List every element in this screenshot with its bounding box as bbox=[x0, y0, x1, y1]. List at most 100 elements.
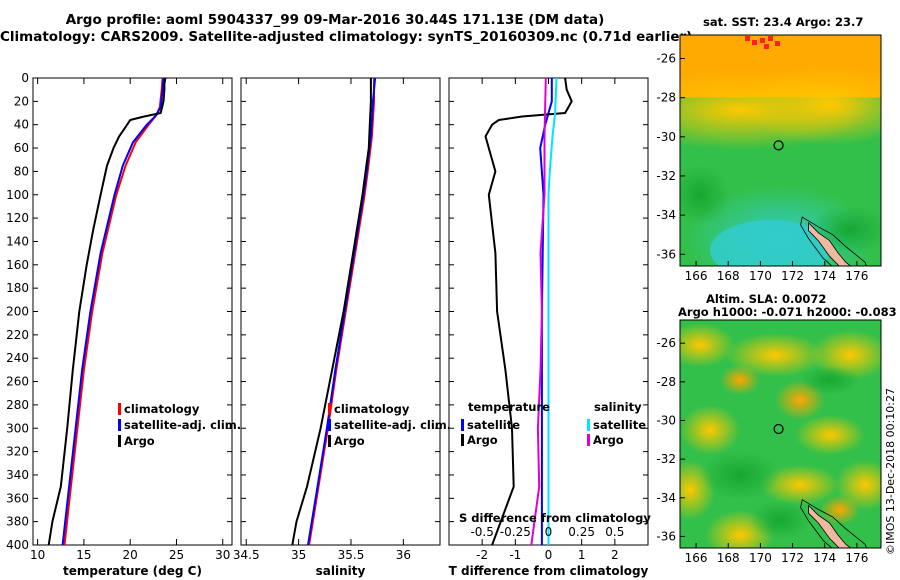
sst_map-xtick-label: 166 bbox=[685, 269, 708, 283]
depth-tick-label: 240 bbox=[6, 351, 29, 365]
temperature-xtick-label: 15 bbox=[76, 548, 91, 562]
difference-legend-s-title: salinity bbox=[594, 400, 642, 414]
sla_map-ytick-label: -26 bbox=[656, 336, 676, 350]
sla_map-argo-marker bbox=[773, 423, 784, 435]
difference-series-s-satellite bbox=[547, 77, 558, 545]
depth-tick-label: 340 bbox=[6, 468, 29, 482]
difference-xtick-label: 1 bbox=[578, 548, 586, 562]
sla-field-high bbox=[680, 323, 735, 367]
depth-tick-label: 220 bbox=[6, 328, 29, 342]
sla-map-title: Altim. SLA: 0.0072 bbox=[706, 292, 827, 306]
sst_map-field bbox=[680, 35, 881, 266]
depth-tick-label: 140 bbox=[6, 234, 29, 248]
sst-field-dark2 bbox=[680, 165, 730, 225]
difference-panel: -2 -1 0 1 2 T difference from climatology -0.5… bbox=[448, 77, 651, 578]
sst_map-ytick-label: -30 bbox=[656, 130, 676, 144]
temperature-legend-swatch bbox=[118, 435, 121, 447]
figure-title-line2: Climatology: CARS2009. Satellite-adjuste… bbox=[0, 29, 693, 45]
sst_map-panel: 166 168 170 172 174 176 -26 -28 -30 -32 -34 -36 bbox=[656, 34, 882, 283]
sst-field-yellow2 bbox=[740, 65, 881, 145]
temperature-xtick-label: 10 bbox=[30, 548, 45, 562]
sla_map-xtick-label: 174 bbox=[813, 551, 836, 565]
sla_map-ytick-label: -36 bbox=[656, 529, 676, 543]
sst-field-hot-pixel bbox=[768, 36, 773, 41]
sla_map-xtick-label: 172 bbox=[781, 551, 804, 565]
temperature-legend-label: Argo bbox=[124, 434, 155, 448]
sst_map-shelf-contour bbox=[800, 216, 867, 266]
sla_map-frame bbox=[679, 319, 882, 549]
depth-tick-label: 360 bbox=[6, 491, 29, 505]
sla_map-xtick-label: 166 bbox=[685, 551, 708, 565]
difference-xtick-label: 0 bbox=[545, 548, 553, 562]
difference-xtick-label: -2 bbox=[476, 548, 488, 562]
depth-tick-label: 200 bbox=[6, 305, 29, 319]
sla-field-low bbox=[750, 500, 810, 540]
salinity-xlabel: salinity bbox=[316, 564, 366, 578]
sla_map-ytick-label: -30 bbox=[656, 413, 676, 427]
temperature-xtick-label: 30 bbox=[215, 548, 230, 562]
difference-legend-s-label: Argo bbox=[593, 433, 624, 447]
difference-x2tick-label: -0.25 bbox=[500, 525, 531, 539]
depth-tick-label: 20 bbox=[14, 94, 29, 108]
depth-axis: 0 20 40 60 80 100 120 140 160 180 200 220 240 260 280 3… bbox=[6, 71, 29, 552]
sla_map-ytick-label: -34 bbox=[656, 491, 676, 505]
salinity-legend-swatch bbox=[328, 419, 331, 431]
difference-series-t-satellite bbox=[539, 78, 553, 545]
difference-legend-s-label: satellite bbox=[593, 418, 646, 432]
sst_map-ytick-label: -34 bbox=[656, 208, 676, 222]
difference-x2tick-label: 0.5 bbox=[605, 525, 624, 539]
difference-x2tick-label: -0.5 bbox=[470, 525, 493, 539]
sla_map-xtick-label: 170 bbox=[749, 551, 772, 565]
difference-legend-t-title: temperature bbox=[468, 400, 550, 414]
salinity-panel: 34.5 35 35.5 36 salinity climatology satellite… bbox=[233, 77, 451, 578]
sst_map-ytick-label: -36 bbox=[656, 247, 676, 261]
sla_map-panel: 166 168 170 172 174 176 -26 -28 -30 -32 -34 -36 bbox=[656, 319, 882, 565]
sla_map-land bbox=[808, 504, 852, 548]
difference-x2tick-label: 0 bbox=[545, 525, 553, 539]
depth-tick-label: 40 bbox=[14, 118, 29, 132]
depth-tick-label: 180 bbox=[6, 281, 29, 295]
sla_map-ytick-label: -28 bbox=[656, 375, 676, 389]
sla-field-low bbox=[700, 450, 780, 500]
depth-tick-label: 160 bbox=[6, 258, 29, 272]
sst_map-ytick-label: -32 bbox=[656, 169, 676, 183]
salinity-legend-swatch bbox=[328, 403, 331, 415]
sst_map-xtick-label: 170 bbox=[749, 269, 772, 283]
temperature-frame bbox=[32, 77, 233, 546]
salinity-xtick-label: 35 bbox=[291, 548, 306, 562]
sla-field-peak bbox=[720, 365, 760, 395]
temperature-legend-swatch bbox=[118, 419, 121, 431]
temperature-legend-label: climatology bbox=[124, 402, 200, 416]
sst-field-hot-pixel bbox=[775, 41, 780, 46]
sst-field-hot-pixel bbox=[752, 40, 757, 45]
depth-tick-label: 120 bbox=[6, 211, 29, 225]
sla_map-xtick-label: 176 bbox=[845, 551, 868, 565]
sla-field-low bbox=[800, 365, 860, 395]
sla_map-field bbox=[680, 320, 881, 548]
difference-legend-t-swatch bbox=[461, 434, 464, 446]
depth-tick-label: 280 bbox=[6, 398, 29, 412]
depth-tick-label: 400 bbox=[6, 538, 29, 552]
sla-field-high bbox=[680, 405, 740, 455]
sla-map-subtitle: Argo h1000: -0.071 h2000: -0.083 bbox=[678, 305, 897, 319]
sst_map-xtick-label: 168 bbox=[717, 269, 740, 283]
depth-tick-label: 320 bbox=[6, 445, 29, 459]
temperature-xtick-label: 25 bbox=[169, 548, 184, 562]
sla-field-high bbox=[795, 415, 865, 455]
sst_map-argo-marker bbox=[773, 140, 784, 151]
temperature-xlabel: temperature (deg C) bbox=[63, 564, 202, 578]
sst-map-title: sat. SST: 23.4 Argo: 23.7 bbox=[703, 15, 864, 29]
difference-series-t-argo bbox=[484, 77, 573, 546]
difference-legend-s-swatch bbox=[587, 419, 590, 431]
sla-field-peak bbox=[820, 495, 860, 525]
difference-xlabel: T difference from climatology bbox=[449, 564, 649, 578]
salinity-legend-swatch bbox=[328, 435, 331, 447]
salinity-frame bbox=[240, 77, 441, 546]
sst-field-hot-pixel bbox=[745, 36, 750, 41]
sst-field-hot-pixel bbox=[760, 38, 765, 43]
difference-x2tick-label: 0.25 bbox=[568, 525, 595, 539]
temperature-series-argo bbox=[47, 77, 167, 546]
salinity-series-argo bbox=[291, 78, 372, 546]
depth-tick-label: 60 bbox=[14, 141, 29, 155]
